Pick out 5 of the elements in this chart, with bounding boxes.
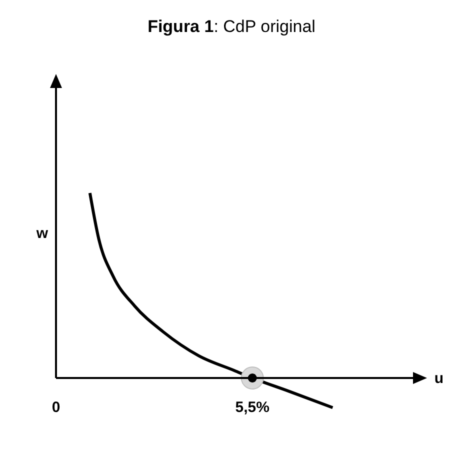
x-tick-label: 0 <box>52 399 60 416</box>
y-axis-title: w <box>35 225 48 242</box>
chart-title: Figura 1: CdP original <box>148 17 316 36</box>
x-tick-label: 5,5% <box>235 399 270 416</box>
x-axis-title: u <box>434 370 444 387</box>
